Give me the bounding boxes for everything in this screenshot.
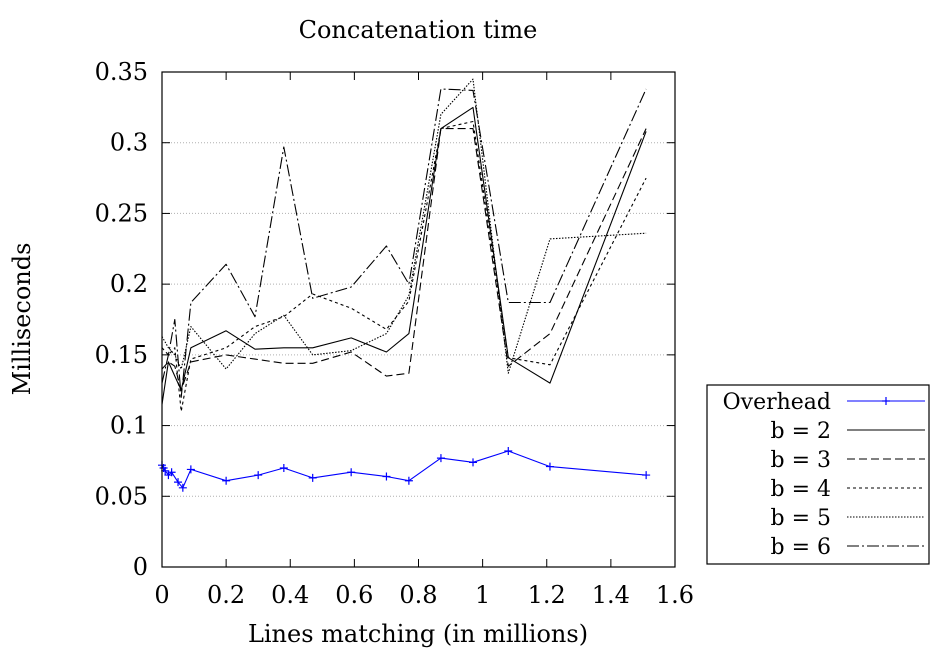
y-tick-label: 0.35 <box>95 58 148 86</box>
axis-ticks: 0 0.05 0.1 0.15 0.2 0.25 0.3 0.35 0 0.2 0.4 0.6 0.8 1… <box>95 58 695 609</box>
series-point <box>436 454 445 463</box>
y-tick-label: 0.1 <box>110 412 148 440</box>
series-point <box>167 468 176 477</box>
series-line <box>161 106 647 405</box>
series-line <box>161 120 647 412</box>
x-tick-label: 0.8 <box>399 581 437 609</box>
series-point <box>347 468 356 477</box>
series-point <box>308 473 317 482</box>
series-point <box>254 471 263 480</box>
legend-label: b = 3 <box>771 448 832 473</box>
plot-frame <box>161 71 676 568</box>
y-tick-label: 0.15 <box>95 341 148 369</box>
x-tick-label: 0.4 <box>271 581 309 609</box>
x-tick-label: 1.6 <box>656 581 694 609</box>
gridlines <box>162 142 675 497</box>
legend-label: b = 5 <box>771 506 832 531</box>
series-point <box>545 462 554 471</box>
x-tick-label: 0.6 <box>335 581 373 609</box>
x-tick-label: 1.2 <box>528 581 566 609</box>
legend-label: b = 2 <box>771 419 832 444</box>
data-series <box>158 78 651 492</box>
series-point <box>222 476 231 485</box>
series-point <box>642 471 651 480</box>
x-tick-label: 0.2 <box>207 581 245 609</box>
series-point <box>469 458 478 467</box>
x-tick-label: 0 <box>154 581 169 609</box>
series-line <box>161 128 647 391</box>
legend-marker <box>882 397 890 405</box>
y-tick-label: 0.25 <box>95 199 148 227</box>
legend: Overhead b = 2 b = 3 b = 4 b = 5 b = 6 <box>706 384 930 565</box>
series-point <box>174 478 183 487</box>
series-line <box>161 450 647 489</box>
y-tick-label: 0.3 <box>110 129 148 157</box>
legend-label: Overhead <box>723 390 831 415</box>
legend-label: b = 6 <box>771 535 832 560</box>
series-point <box>279 464 288 472</box>
series-line <box>161 88 647 398</box>
series-point <box>382 472 391 481</box>
series-point <box>186 465 195 474</box>
series-point <box>504 447 513 456</box>
series-point <box>404 476 413 485</box>
legend-box <box>706 384 930 565</box>
y-tick-label: 0.05 <box>95 482 148 510</box>
series-line <box>161 78 647 374</box>
series-point <box>178 483 187 492</box>
y-axis-title: Milliseconds <box>8 243 36 396</box>
y-tick-label: 0.2 <box>110 270 148 298</box>
x-tick-label: 1.4 <box>592 581 630 609</box>
chart-title: Concatenation time <box>299 16 538 44</box>
x-axis-title: Lines matching (in millions) <box>248 620 588 648</box>
x-tick-label: 1 <box>475 581 490 609</box>
y-tick-label: 0 <box>133 553 148 581</box>
legend-label: b = 4 <box>771 477 832 502</box>
